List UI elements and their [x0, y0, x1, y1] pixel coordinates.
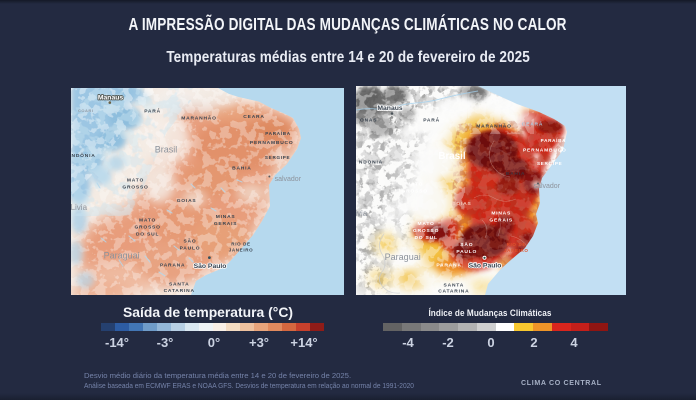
svg-text:PARAÍBA: PARAÍBA	[541, 136, 567, 143]
svg-text:GROSSO: GROSSO	[413, 228, 439, 234]
svg-text:ONAS: ONAS	[360, 117, 377, 123]
svg-text:salvador: salvador	[534, 183, 561, 190]
svg-text:RIO DE: RIO DE	[231, 241, 250, 246]
svg-text:PARANA: PARANA	[436, 263, 461, 269]
svg-text:Manaus: Manaus	[377, 105, 403, 112]
svg-text:SANTA: SANTA	[169, 281, 189, 287]
svg-text:NDÔNIA: NDÔNIA	[72, 151, 96, 159]
svg-text:GROSSO: GROSSO	[122, 184, 148, 190]
svg-text:BAHIA: BAHIA	[506, 171, 526, 177]
svg-text:Paraguai: Paraguai	[385, 252, 421, 262]
svg-text:SERGIPE: SERGIPE	[265, 155, 290, 160]
svg-text:MARANHÃO: MARANHÃO	[476, 123, 511, 130]
svg-text:Brasil: Brasil	[438, 151, 466, 162]
svg-text:Brasil: Brasil	[155, 145, 178, 155]
svg-text:COARI: COARI	[78, 108, 93, 113]
svg-text:PARAÍBA: PARAÍBA	[265, 129, 291, 136]
svg-text:salvador: salvador	[275, 176, 302, 183]
svg-text:NDONIA: NDONIA	[359, 160, 383, 166]
svg-text:MATO: MATO	[127, 177, 144, 183]
svg-text:MINAS: MINAS	[216, 214, 236, 220]
svg-text:PAULO: PAULO	[456, 249, 477, 255]
svg-text:CEARÁ: CEARÁ	[522, 121, 543, 128]
svg-text:PAULO: PAULO	[180, 246, 201, 252]
svg-text:DO SUL: DO SUL	[414, 235, 437, 241]
svg-text:BAHIA: BAHIA	[232, 165, 252, 171]
svg-text:JANEIRO: JANEIRO	[504, 248, 529, 253]
svg-text:PARÁ: PARÁ	[423, 117, 440, 124]
svg-text:PARÁ: PARÁ	[144, 107, 161, 114]
svg-text:CEARA: CEARA	[243, 114, 264, 120]
svg-text:PARANA: PARANA	[160, 262, 185, 268]
svg-text:São Paulo: São Paulo	[469, 263, 502, 270]
svg-text:GERAIS: GERAIS	[214, 221, 238, 227]
svg-text:MATO: MATO	[139, 218, 156, 224]
svg-text:PERNAMBUCO: PERNAMBUCO	[250, 140, 294, 146]
svg-text:GROSSO: GROSSO	[402, 189, 428, 195]
svg-text:SÃO: SÃO	[184, 238, 197, 245]
svg-text:CATARINA: CATARINA	[164, 288, 195, 294]
svg-text:GOIAS: GOIAS	[177, 198, 197, 204]
svg-text:SÃO: SÃO	[460, 241, 473, 248]
svg-text:MATO: MATO	[418, 221, 435, 227]
svg-text:GROSSO: GROSSO	[134, 225, 160, 231]
svg-text:MARANHÃO: MARANHÃO	[181, 114, 216, 121]
svg-text:Manaus: Manaus	[98, 95, 124, 102]
svg-text:MATO: MATO	[406, 182, 423, 188]
svg-text:DO SUL: DO SUL	[136, 232, 159, 238]
svg-text:JANEIRO: JANEIRO	[229, 247, 254, 252]
svg-text:Paraguai: Paraguai	[104, 251, 140, 261]
svg-text:SANTA: SANTA	[444, 282, 464, 288]
svg-text:GOIAS: GOIAS	[452, 201, 472, 207]
svg-text:GERAIS: GERAIS	[489, 218, 513, 224]
svg-text:Livia: Livia	[356, 209, 368, 218]
svg-text:MINAS: MINAS	[491, 211, 511, 217]
svg-text:RIO DE: RIO DE	[507, 242, 526, 247]
svg-text:Livia: Livia	[71, 203, 88, 212]
svg-text:São Paulo: São Paulo	[194, 263, 227, 270]
svg-text:PERNAMBUCO: PERNAMBUCO	[523, 148, 567, 154]
svg-text:CATARINA: CATARINA	[438, 289, 469, 295]
svg-text:SERGIPE: SERGIPE	[537, 161, 562, 166]
